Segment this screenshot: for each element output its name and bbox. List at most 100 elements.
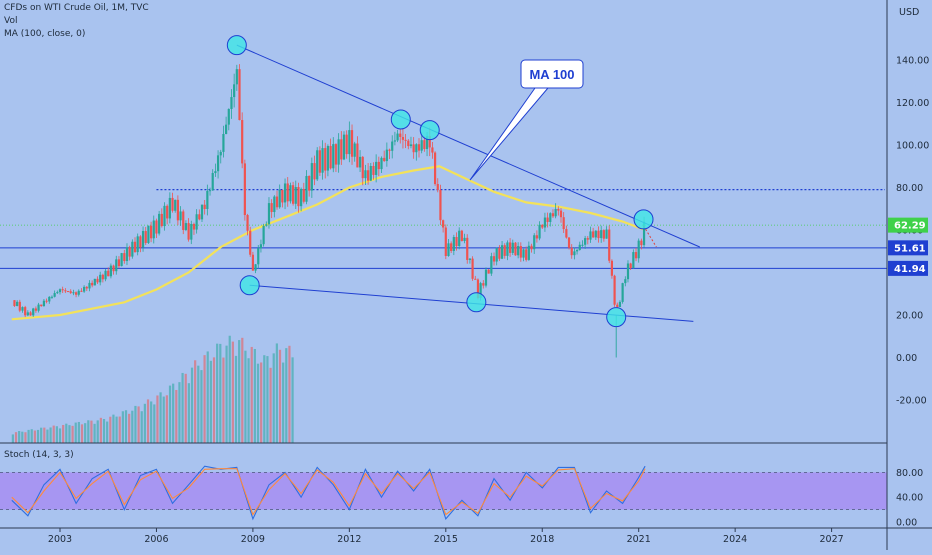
price-tag-label: 41.94 — [894, 264, 926, 275]
volume-bar — [225, 345, 228, 443]
candle-body — [184, 223, 188, 230]
volume-bar — [153, 404, 156, 443]
stoch-legend[interactable]: Stoch (14, 3, 3) — [4, 450, 74, 460]
candle-body — [642, 221, 646, 246]
candle-body — [506, 242, 509, 256]
candle-body — [618, 301, 622, 307]
candle-body — [324, 148, 327, 171]
candle-body — [567, 237, 571, 248]
candle-body — [275, 196, 279, 208]
volume-bar — [65, 423, 68, 443]
candle-body — [356, 143, 359, 168]
candle-body — [174, 199, 177, 211]
candle-body — [613, 275, 616, 305]
candle-body — [249, 230, 252, 255]
volume-bar — [146, 399, 150, 443]
time-tick-label: 2006 — [144, 534, 168, 545]
candle-body — [206, 190, 209, 210]
candle-body — [155, 220, 158, 234]
volume-bar — [253, 348, 256, 443]
candle-body — [66, 291, 70, 293]
price-tick-label: 0.00 — [896, 353, 917, 364]
candle-body — [316, 150, 319, 180]
candle-body — [554, 209, 557, 217]
candle-body — [56, 292, 59, 294]
candle-body — [302, 188, 305, 202]
candle-body — [517, 246, 520, 256]
candle-body — [581, 244, 584, 246]
candle-body — [538, 224, 541, 239]
volume-bar — [269, 367, 272, 443]
symbol-legend[interactable]: CFDs on WTI Crude Oil, 1M, TVC — [4, 3, 149, 13]
volume-bar — [43, 427, 46, 443]
candle-body — [557, 209, 560, 211]
volume-bar — [55, 426, 58, 443]
volume-legend[interactable]: Vol — [4, 16, 18, 26]
candle-body — [626, 263, 630, 280]
volume-bar — [260, 362, 263, 443]
candle-body — [80, 290, 83, 292]
candle-body — [383, 157, 386, 162]
candle-body — [562, 217, 565, 230]
candle-body — [353, 143, 356, 157]
candle-body — [88, 282, 91, 289]
candle-body — [222, 133, 225, 152]
candle-body — [214, 171, 217, 174]
ma-legend[interactable]: MA (100, close, 0) — [4, 29, 86, 39]
candle-body — [291, 185, 295, 204]
volume-bar — [52, 425, 55, 443]
candle-body — [259, 244, 263, 249]
candle-body — [72, 292, 75, 294]
candle-body — [621, 283, 624, 302]
candle-body — [605, 229, 608, 239]
volume-bar — [74, 422, 77, 443]
candle-body — [61, 289, 64, 291]
volume-bar — [18, 431, 21, 443]
pivot-marker — [466, 292, 487, 313]
candle-body — [358, 156, 362, 168]
candle-body — [273, 196, 276, 213]
candle-body — [634, 252, 638, 259]
candle-body — [99, 274, 102, 283]
volume-bar — [80, 424, 84, 443]
candle-body — [530, 245, 533, 250]
price-tick-label: 100.00 — [896, 141, 929, 152]
candle-body — [32, 308, 35, 316]
candle-body — [227, 108, 230, 125]
candle-body — [589, 231, 592, 240]
candle-body — [219, 151, 222, 156]
candle-body — [270, 203, 273, 213]
candle-body — [578, 244, 581, 250]
candle-body — [522, 249, 525, 258]
candle-body — [192, 223, 196, 230]
volume-bar — [90, 420, 93, 443]
candle-body — [85, 286, 88, 289]
candle-body — [519, 246, 522, 258]
volume-bar — [96, 420, 99, 443]
candle-body — [109, 265, 113, 277]
candle-body — [511, 242, 514, 253]
pivot-marker — [390, 109, 411, 130]
candle-body — [348, 130, 351, 155]
candle-body — [149, 225, 153, 239]
volume-bar — [238, 340, 241, 443]
candle-body — [575, 249, 579, 252]
candle-body — [171, 197, 174, 211]
volume-bar — [11, 434, 14, 443]
price-tag-label: 62.29 — [894, 221, 926, 232]
candle-body — [476, 279, 480, 298]
candle-body — [29, 312, 32, 316]
candle-body — [42, 300, 46, 307]
price-tick-label: -20.00 — [896, 396, 927, 407]
candle-body — [128, 247, 131, 257]
volume-bar — [159, 392, 162, 443]
volume-bar — [181, 372, 184, 443]
volume-bar — [212, 357, 216, 443]
candle-body — [442, 220, 445, 228]
candle-body — [74, 292, 78, 295]
candle-body — [294, 187, 297, 204]
candle-body — [289, 185, 292, 202]
volume-bar — [14, 432, 18, 443]
candle-body — [525, 249, 528, 260]
